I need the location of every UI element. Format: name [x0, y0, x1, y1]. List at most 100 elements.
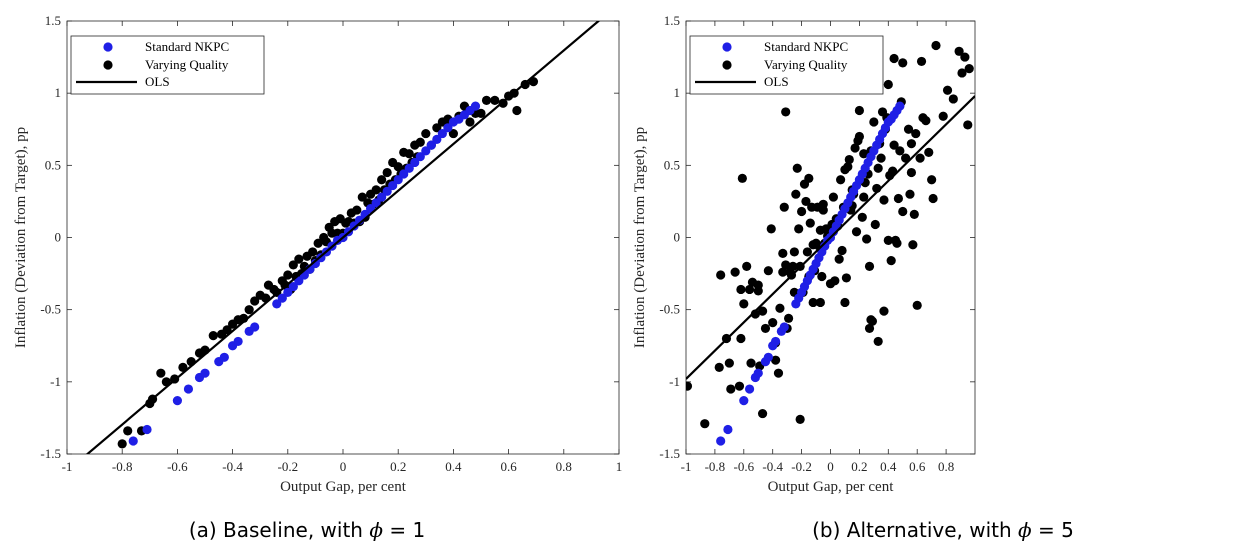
panel-a: -1 -0.8 -0.6 -0.4 -0.2 0 0.2 0.4 0.6 0.8 1-1.5-1-0… — [13, 13, 623, 542]
varying-quality-point — [700, 419, 710, 429]
varying-quality-point — [876, 153, 886, 163]
caption-suffix: = 5 — [1032, 518, 1074, 542]
varying-quality-point — [773, 368, 784, 378]
x-tick-label: 0.4 — [445, 459, 462, 474]
y-tick-label: 0 — [55, 230, 62, 245]
varying-quality-point — [841, 273, 851, 283]
standard-nkpc-point — [200, 368, 210, 378]
varying-quality-point — [313, 238, 323, 248]
varying-quality-point — [916, 56, 927, 67]
varying-quality-point — [859, 192, 869, 202]
panel-caption: (a) Baseline, with ϕ = 1 — [189, 518, 425, 542]
varying-quality-point — [726, 384, 736, 394]
varying-quality-point — [490, 95, 500, 105]
standard-nkpc-point — [739, 395, 749, 406]
varying-quality-point — [283, 270, 293, 280]
varying-quality-point — [815, 225, 825, 235]
standard-nkpc-point — [393, 175, 403, 185]
varying-quality-point — [938, 111, 948, 121]
varying-quality-point — [789, 247, 799, 257]
varying-quality-point — [791, 189, 801, 199]
varying-quality-point — [768, 318, 778, 328]
x-tick-label: -0.4 — [762, 459, 783, 474]
standard-nkpc-point — [716, 436, 726, 446]
y-tick-label: -1.5 — [659, 446, 680, 461]
standard-nkpc-point — [723, 424, 733, 435]
varying-quality-point — [794, 224, 804, 234]
plot-area — [85, 21, 601, 454]
varying-quality-point — [836, 175, 846, 185]
varying-quality-point — [736, 284, 746, 295]
x-axis-label: Output Gap, per cent — [768, 479, 895, 495]
varying-quality-point — [750, 309, 760, 319]
varying-quality-point — [781, 107, 791, 117]
varying-quality-point — [117, 439, 127, 449]
standard-nkpc-point — [753, 368, 763, 378]
varying-quality-point — [942, 85, 953, 95]
varying-quality-point — [908, 240, 918, 250]
standard-nkpc-point — [219, 352, 229, 362]
caption-prefix: (a) Baseline, with — [189, 518, 370, 542]
legend-standard-nkpc-label: Standard NKPC — [764, 39, 848, 54]
varying-quality-point — [915, 153, 925, 163]
varying-quality-point — [883, 235, 893, 245]
standard-nkpc-point — [310, 258, 320, 269]
varying-quality-point — [760, 323, 771, 334]
varying-quality-point — [948, 94, 958, 104]
caption-prefix: (b) Alternative, with — [812, 518, 1018, 542]
varying-quality-point — [906, 167, 917, 178]
legend-ols-label: OLS — [764, 74, 789, 89]
varying-quality-point — [805, 218, 815, 228]
varying-quality-point — [883, 79, 893, 90]
legend-box — [70, 35, 265, 95]
x-tick-label: 1 — [616, 459, 623, 474]
varying-quality-point — [801, 196, 811, 207]
legend-varying-quality-label: Varying Quality — [764, 57, 848, 72]
varying-quality-point — [837, 245, 847, 256]
varying-quality-point — [905, 189, 915, 199]
legend: Standard NKPC Varying Quality OLS — [689, 35, 884, 95]
x-tick-label: -0.6 — [734, 459, 755, 474]
varying-quality-point — [866, 315, 876, 325]
varying-quality-point — [742, 261, 752, 271]
varying-quality-point — [734, 381, 745, 391]
varying-quality-point — [859, 149, 869, 159]
y-tick-label: -0.5 — [659, 302, 680, 317]
standard-nkpc-point — [377, 192, 387, 202]
legend-ols-label: OLS — [145, 74, 170, 89]
x-tick-label: 0.8 — [556, 459, 572, 474]
varying-quality-point — [898, 58, 908, 68]
varying-quality-point — [892, 238, 902, 248]
x-tick-label: -0.6 — [167, 459, 188, 474]
varying-quality-point — [757, 306, 768, 316]
varying-quality-point — [898, 206, 908, 217]
legend: Standard NKPC Varying Quality OLS — [70, 35, 265, 95]
varying-quality-point — [797, 206, 807, 217]
varying-quality-point — [371, 185, 381, 195]
varying-quality-point — [954, 46, 964, 56]
varying-quality-point — [357, 192, 367, 202]
standard-nkpc-point — [128, 436, 138, 446]
varying-quality-point — [178, 362, 188, 372]
varying-quality-point — [854, 131, 865, 142]
varying-quality-point — [843, 162, 853, 172]
varying-quality-point — [911, 128, 921, 139]
varying-quality-point — [766, 224, 776, 234]
varying-quality-point — [870, 219, 880, 230]
y-tick-label: 1 — [674, 85, 681, 100]
x-tick-label: 0 — [340, 459, 347, 474]
standard-nkpc-point — [277, 293, 287, 303]
varying-quality-point — [828, 192, 838, 202]
varying-quality-point — [864, 323, 875, 334]
varying-quality-point — [208, 331, 218, 341]
varying-quality-point — [818, 199, 828, 209]
panel-caption: (b) Alternative, with ϕ = 5 — [812, 518, 1074, 542]
varying-quality-point — [222, 325, 232, 335]
varying-quality-point — [753, 280, 763, 290]
panel-b: -1 -0.8 -0.6 -0.4 -0.2 0 0.2 0.4 0.6 0.8-1.5-1-0.… — [632, 13, 1074, 542]
varying-quality-point — [850, 143, 860, 153]
standard-nkpc-point — [426, 140, 436, 150]
standard-nkpc-point — [432, 134, 442, 144]
varying-quality-point — [377, 175, 387, 185]
varying-quality-point — [912, 300, 922, 310]
